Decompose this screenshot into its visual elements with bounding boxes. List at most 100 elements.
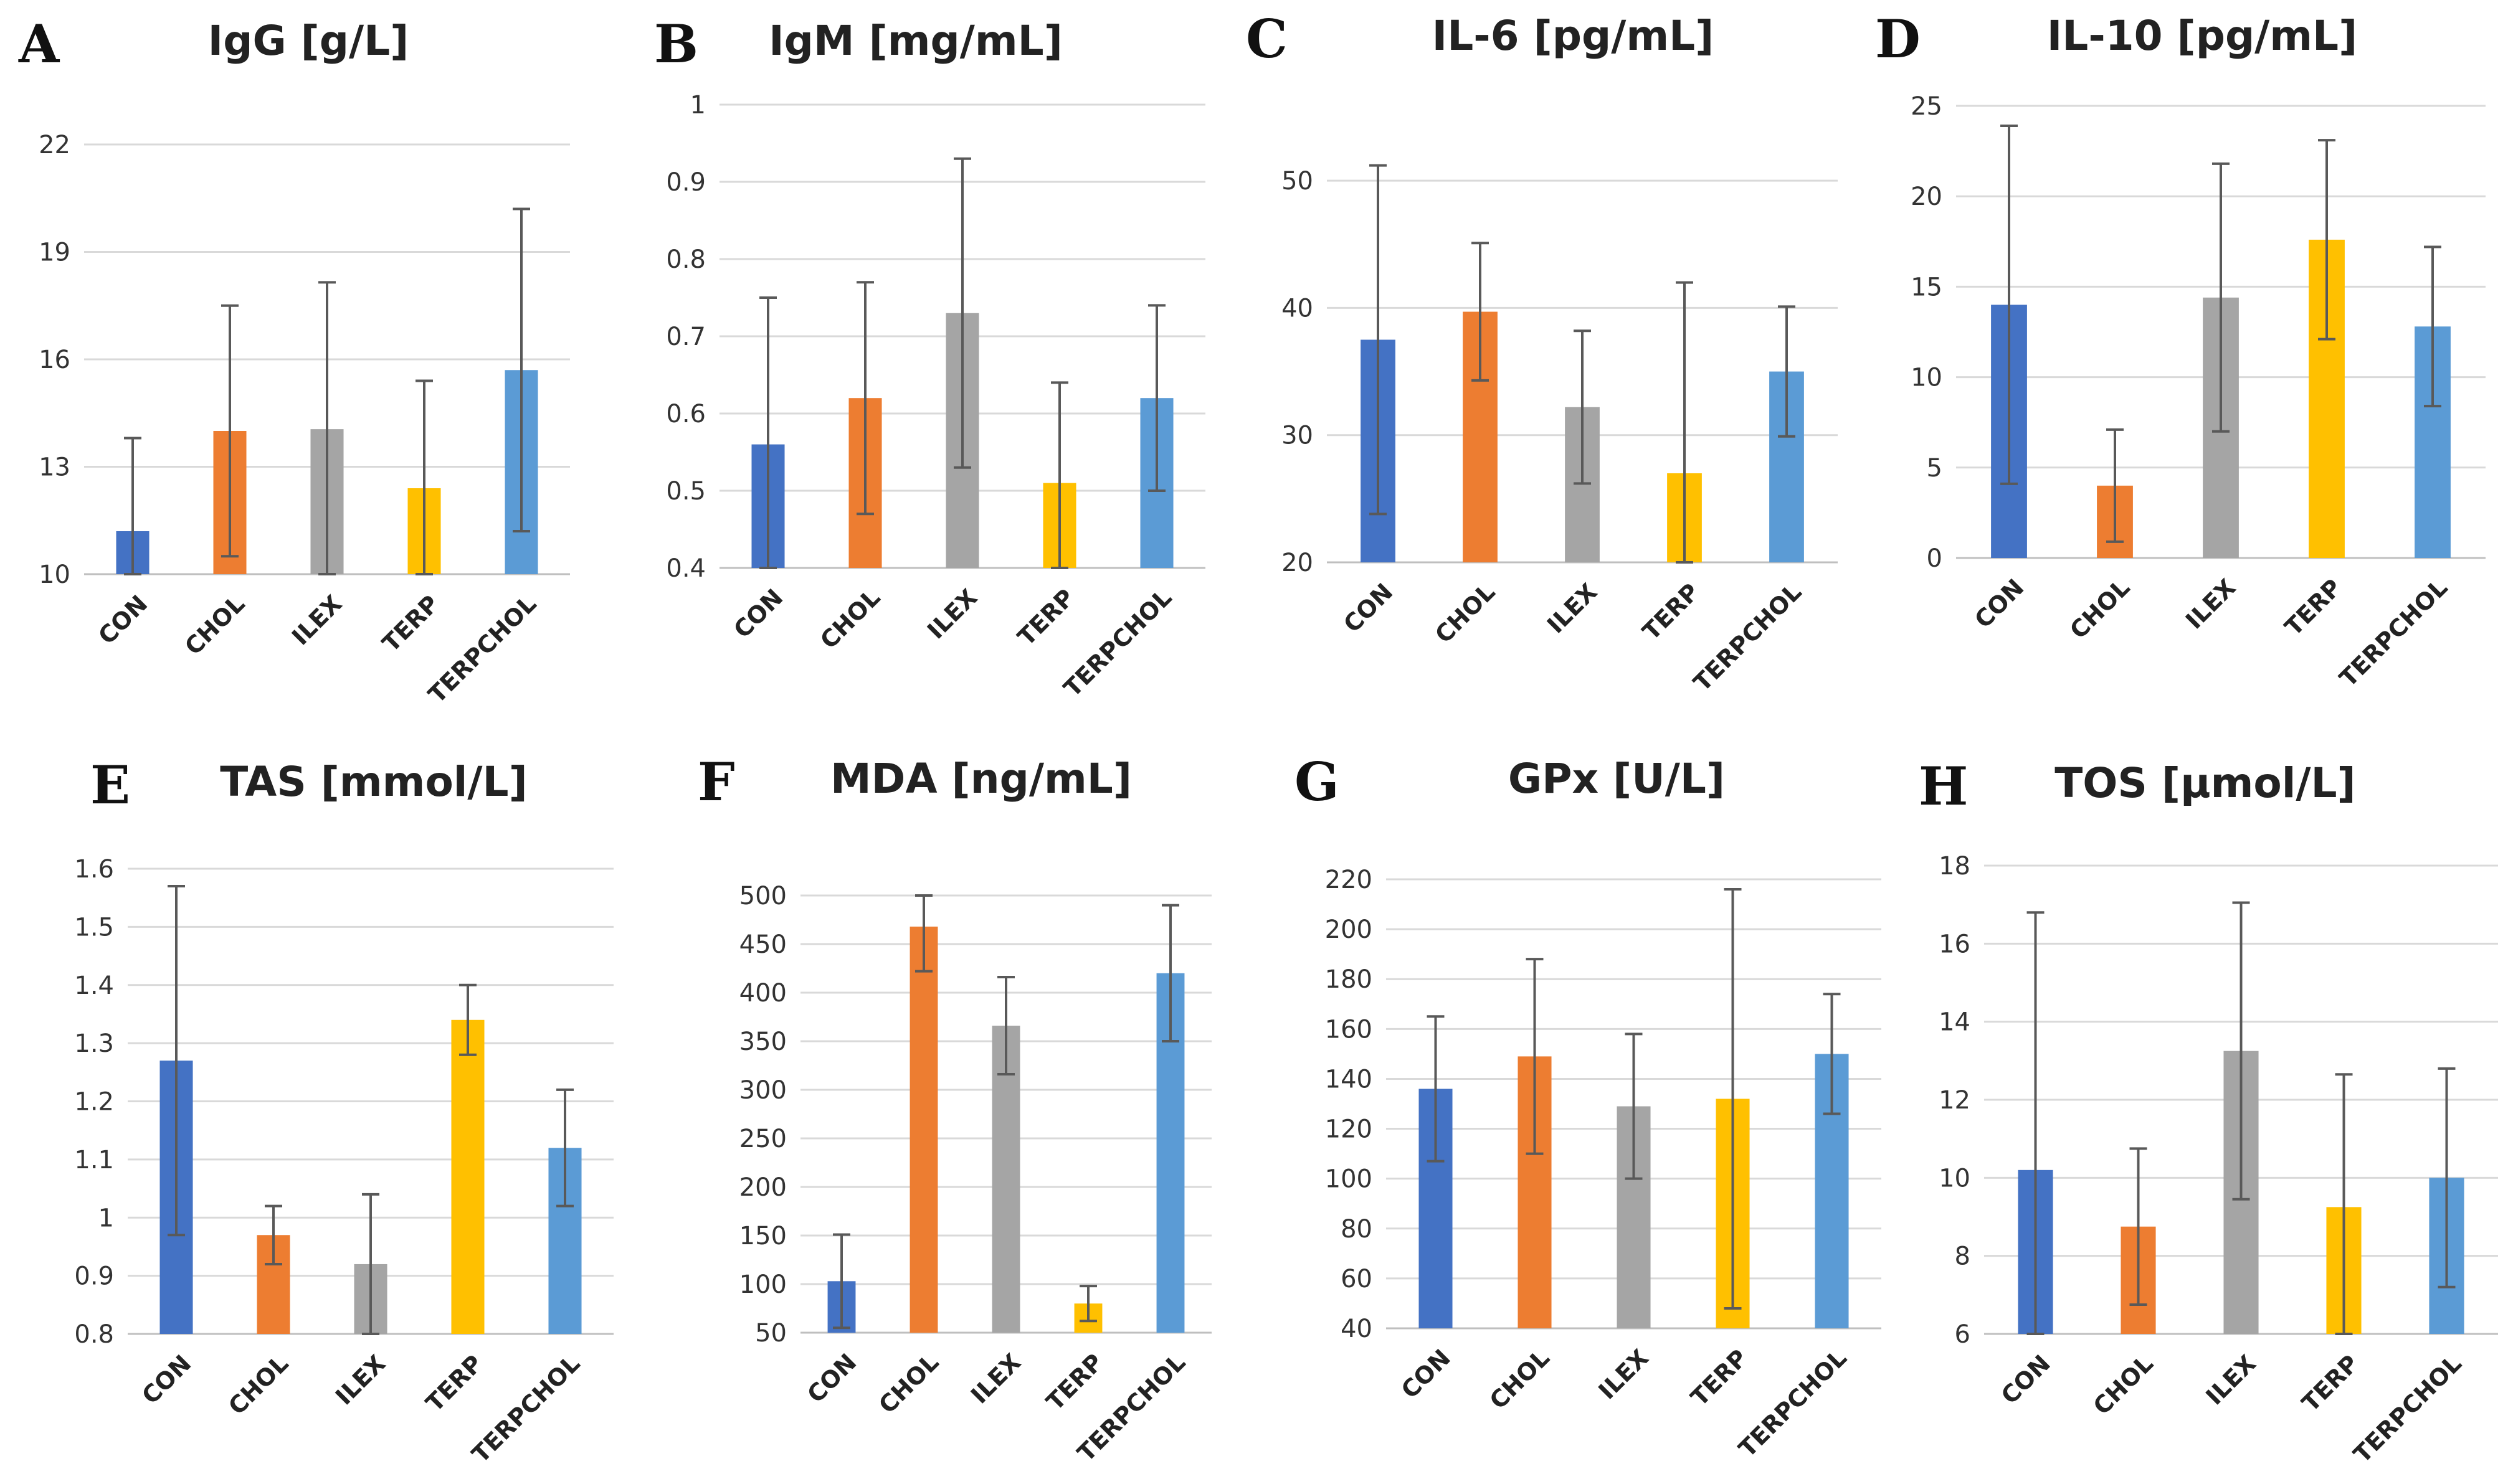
y-tick-label: 400 (739, 979, 787, 1008)
y-tick-label: 1.1 (74, 1146, 114, 1174)
x-tick-label-chol: CHOL (873, 1348, 944, 1419)
y-tick-label: 0.9 (74, 1262, 114, 1291)
x-tick-label-con: CON (802, 1348, 862, 1408)
panel-letter: F (698, 751, 735, 813)
y-tick-label: 250 (739, 1125, 787, 1153)
chart-title: IL-10 [pg/mL] (2047, 12, 2358, 60)
y-tick-label: 0.7 (666, 323, 706, 351)
panel-letter: D (1875, 8, 1921, 70)
y-tick-label: 40 (1281, 294, 1313, 323)
bar-terp (451, 1019, 485, 1334)
error-bar-ilex (1625, 1033, 1643, 1180)
y-tick-label: 0.4 (666, 554, 706, 583)
x-tick-label-con: CON (1996, 1349, 2056, 1409)
error-bar-ilex (954, 157, 971, 469)
error-bar-terp (459, 983, 477, 1056)
bar-ilex (992, 1026, 1020, 1333)
error-bar-ilex (362, 1193, 379, 1335)
error-bar-terp (2335, 1073, 2353, 1335)
error-bar-con (124, 437, 141, 575)
error-bar-con (1427, 1015, 1445, 1163)
chart-panel-c: C IL-6 [pg/mL] 20 30 40 50 CON CHOL ILEX TERPTERP… (1246, 8, 1838, 697)
error-bar-terp (1051, 381, 1068, 569)
y-tick-label: 10 (1939, 1164, 1970, 1193)
x-tick-label-con: CON (728, 584, 788, 643)
error-bar-chol (915, 894, 933, 973)
chart-title: MDA [ng/mL] (830, 755, 1132, 803)
y-tick-label: 200 (1325, 915, 1372, 944)
y-tick-label: 8 (1955, 1242, 1970, 1271)
chart-title: IgG [g/L] (208, 17, 409, 65)
y-tick-label: 50 (1281, 167, 1313, 196)
error-bar-chol (265, 1204, 282, 1265)
error-bar-chol (1526, 958, 1544, 1155)
x-tick-label-terp: TERP (1637, 578, 1704, 645)
x-tick-label-chol: CHOL (1484, 1344, 1555, 1414)
y-tick-label: 13 (39, 453, 70, 482)
x-tick-label-terp: TERP (377, 590, 444, 657)
y-tick-label: 350 (739, 1028, 787, 1056)
x-tick-label-terp: TERP (2279, 574, 2347, 641)
panel-letter: A (18, 13, 60, 75)
y-tick-label: 220 (1325, 866, 1372, 894)
error-bar-chol (857, 281, 874, 516)
y-tick-label: 1.4 (74, 971, 114, 1000)
x-tick-label-ilex: ILEX (287, 590, 347, 650)
error-bar-terp (2318, 139, 2335, 341)
y-tick-label: 50 (755, 1319, 787, 1348)
error-bar-terpchol (1778, 305, 1795, 438)
error-bar-terpchol (2424, 245, 2441, 408)
y-tick-label: 10 (39, 560, 70, 589)
x-tick-label-terp: TERP (1012, 584, 1080, 651)
x-tick-label-ilex: ILEX (330, 1349, 391, 1410)
error-bar-chol (221, 304, 239, 558)
y-tick-label: 1.5 (74, 913, 114, 942)
y-tick-label: 0.8 (74, 1320, 114, 1349)
x-tick-label-ilex: ILEX (2201, 1349, 2261, 1410)
error-bar-con (833, 1233, 850, 1330)
y-tick-label: 1 (690, 91, 706, 120)
y-tick-label: 25 (1911, 92, 1942, 121)
y-tick-label: 0.6 (666, 400, 706, 428)
y-tick-label: 18 (1939, 852, 1970, 881)
x-tick-label-chol: CHOL (2064, 574, 2135, 644)
error-bar-con (2000, 124, 2018, 485)
y-tick-label: 200 (739, 1173, 787, 1202)
y-tick-label: 16 (1939, 930, 1970, 958)
y-tick-label: 160 (1325, 1015, 1372, 1044)
error-bar-ilex (2232, 901, 2250, 1201)
y-tick-label: 0.9 (666, 168, 706, 197)
y-tick-label: 30 (1281, 422, 1313, 450)
error-bar-con (759, 296, 777, 569)
x-tick-label-chol: CHOL (815, 584, 885, 654)
x-tick-label-chol: CHOL (2088, 1349, 2159, 1420)
y-tick-label: 140 (1325, 1065, 1372, 1094)
x-tick-label-con: CON (1338, 578, 1398, 638)
x-tick-label-ilex: ILEX (1542, 578, 1602, 638)
chart-title: IgM [mg/mL] (769, 17, 1063, 65)
y-tick-label: 1.3 (74, 1029, 114, 1058)
x-tick-label-terp: TERP (1686, 1344, 1753, 1411)
panel-letter: H (1919, 755, 1968, 817)
chart-panel-b: B IgM [mg/mL] 0.4 0.5 0.6 0.7 0.8 0.9 1 CON CHOL IL… (654, 13, 1205, 702)
x-tick-label-con: CON (136, 1349, 196, 1409)
y-tick-label: 40 (1341, 1315, 1372, 1343)
chart-title: TAS [mmol/L] (220, 758, 528, 806)
chart-title: GPx [U/L] (1508, 755, 1725, 803)
error-bar-terp (1724, 888, 1742, 1310)
x-tick-label-chol: CHOL (223, 1349, 293, 1420)
error-bar-terp (416, 379, 433, 575)
x-tick-label-ilex: ILEX (2180, 574, 2241, 634)
chart-panel-g: G GPx [U/L] 40 60 80 100 120 140 160 180 200 220 CON… (1294, 751, 1881, 1463)
panel-letter: E (90, 754, 130, 816)
error-bar-con (1369, 164, 1387, 516)
y-tick-label: 0 (1927, 544, 1942, 573)
bar-chol (910, 926, 938, 1333)
error-bar-terpchol (2438, 1067, 2456, 1288)
x-tick-label-con: CON (1396, 1344, 1456, 1404)
x-tick-label-con: CON (93, 590, 153, 650)
chart-title: IL-6 [pg/mL] (1432, 12, 1714, 60)
y-tick-label: 5 (1927, 454, 1942, 483)
